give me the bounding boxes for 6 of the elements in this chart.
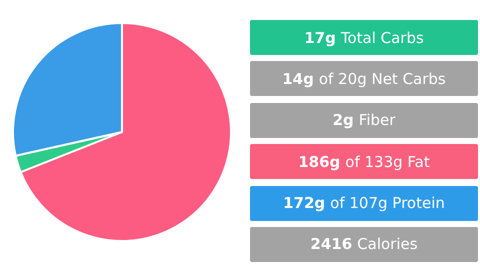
text: 14g of 20g Net Carbs bbox=[282, 70, 446, 88]
text: 186g of 133g Fat bbox=[298, 152, 430, 171]
text: 17g Total Carbs bbox=[304, 28, 424, 46]
text: 2g Fiber bbox=[332, 111, 396, 130]
text: 172g of 107g Protein bbox=[283, 194, 445, 212]
text: 2416 Calories bbox=[310, 235, 418, 254]
